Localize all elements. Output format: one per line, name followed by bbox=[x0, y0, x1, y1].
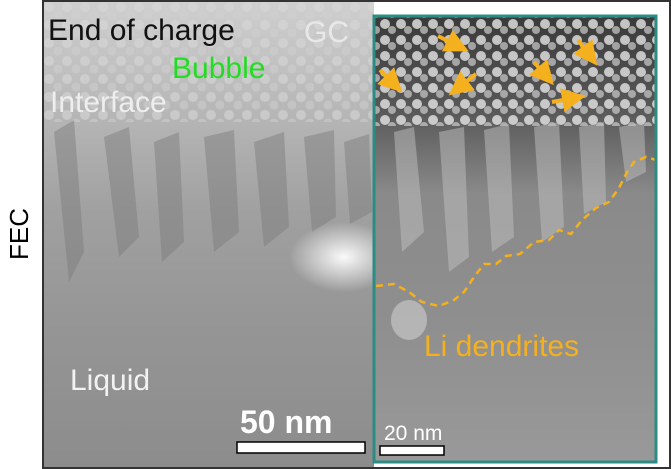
liquid-label: Liquid bbox=[70, 364, 151, 397]
arrow-markers bbox=[377, 29, 598, 112]
microscopy-figure: End of charge GC Bubble Interface Liquid… bbox=[42, 0, 671, 469]
arrow-icon bbox=[573, 38, 598, 66]
scale-bar-50nm bbox=[236, 441, 366, 454]
gc-label: GC bbox=[304, 16, 349, 49]
scale-bar-20nm-label: 20 nm bbox=[384, 422, 443, 445]
interface-label: Interface bbox=[50, 86, 167, 119]
end-of-charge-label: End of charge bbox=[48, 14, 235, 47]
inset-frame bbox=[372, 14, 658, 464]
micrograph-image bbox=[44, 2, 658, 467]
arrow-icon bbox=[529, 59, 554, 86]
bubble-label: Bubble bbox=[172, 52, 266, 85]
dendrite-outline bbox=[375, 155, 657, 308]
scale-bar-50nm-label: 50 nm bbox=[240, 404, 333, 440]
arrow-icon bbox=[551, 88, 586, 112]
arrow-icon bbox=[448, 71, 478, 96]
arrow-icon bbox=[377, 67, 403, 93]
li-dendrites-label: Li dendrites bbox=[424, 330, 580, 363]
scale-bar-20nm bbox=[379, 445, 445, 456]
fec-side-label: FEC bbox=[4, 208, 34, 260]
arrow-icon bbox=[437, 29, 469, 52]
